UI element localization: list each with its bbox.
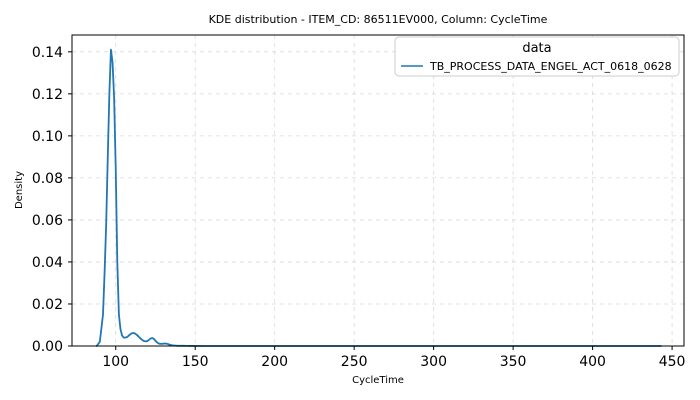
y-tick-label: 0.06 <box>32 213 63 229</box>
y-tick-label: 0.10 <box>32 129 63 145</box>
x-tick-label: 350 <box>500 354 527 370</box>
y-tick-label: 0.00 <box>32 339 63 355</box>
x-tick-label: 300 <box>420 354 447 370</box>
y-tick-label: 0.12 <box>32 87 63 103</box>
legend-series-label: TB_PROCESS_DATA_ENGEL_ACT_0618_0628 <box>429 60 672 73</box>
y-tick-label: 0.08 <box>32 171 63 187</box>
x-tick-label: 200 <box>261 354 288 370</box>
y-tick-label: 0.02 <box>32 297 63 313</box>
ticks-layer: 100 150 200 250 300 350 400 450 0.00 0.02 0.04 0.06… <box>32 45 686 370</box>
y-tick-label: 0.04 <box>32 255 63 271</box>
plot-area: 100 150 200 250 300 350 400 450 0.00 0.02 0.04 0.06… <box>32 34 686 370</box>
x-tick-label: 250 <box>341 354 368 370</box>
plot-border <box>71 34 685 347</box>
x-tick-label: 150 <box>182 354 209 370</box>
plot-background <box>72 35 684 346</box>
x-axis-label: CycleTime <box>352 375 404 386</box>
x-tick-label: 100 <box>102 354 129 370</box>
legend: data TB_PROCESS_DATA_ENGEL_ACT_0618_0628 <box>394 36 680 77</box>
chart-title: KDE distribution - ITEM_CD: 86511EV000, … <box>209 13 548 26</box>
legend-title: data <box>522 41 551 56</box>
y-axis-label: Density <box>14 171 25 209</box>
x-tick-label: 450 <box>659 354 686 370</box>
x-tick-label: 400 <box>579 354 606 370</box>
legend-box <box>394 36 680 77</box>
y-tick-label: 0.14 <box>32 45 63 61</box>
axes-layer <box>71 34 685 347</box>
